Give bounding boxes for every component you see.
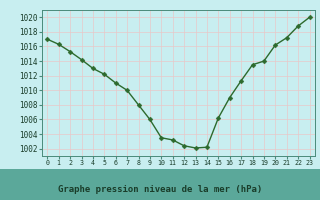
Text: Graphe pression niveau de la mer (hPa): Graphe pression niveau de la mer (hPa) — [58, 184, 262, 194]
